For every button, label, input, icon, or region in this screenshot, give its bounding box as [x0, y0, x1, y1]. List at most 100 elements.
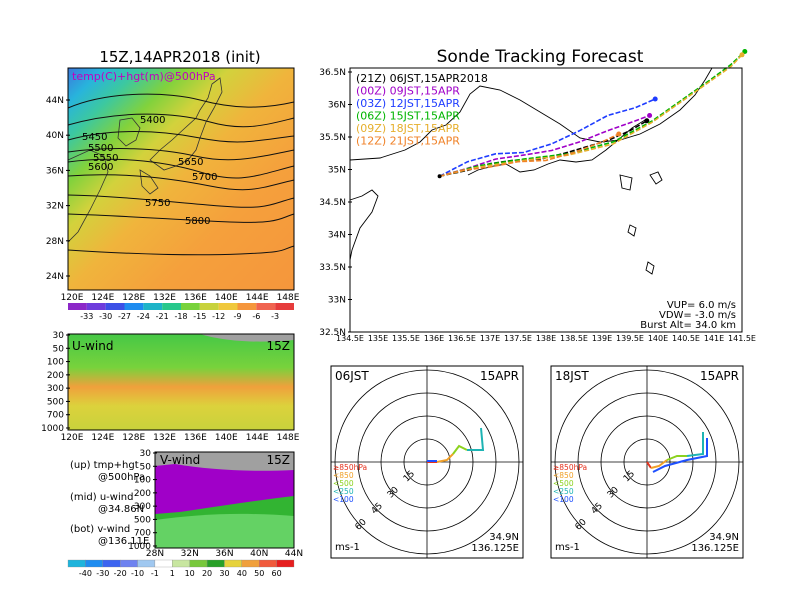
map500-lon-tick-3: 132E — [153, 293, 176, 303]
track-end-2 — [652, 96, 658, 102]
vwind-title: V-wind — [160, 453, 200, 467]
map500-lon-tick-2: 128E — [122, 293, 145, 303]
legend-item-0: (21Z) 06JST,15APR2018 — [356, 72, 488, 85]
track-lon-tick-5: 137E — [480, 334, 500, 343]
uwind-pressure-ticks: 30 50 100 200 300 500 700 1000 — [41, 331, 70, 434]
track-lon-tick-4: 136.5E — [448, 334, 476, 343]
track-lat-tick-1: 36N — [328, 101, 346, 111]
launch-point — [437, 174, 442, 179]
hodo1-level-1: <850 — [333, 471, 354, 480]
map500-lat-tick-2: 36N — [46, 166, 64, 176]
hodo2-trace-4 — [652, 438, 708, 473]
track-lat-tick-6: 33.5N — [319, 263, 346, 273]
track-lon-tick-2: 135.5E — [392, 334, 420, 343]
vwind-time: 15Z — [267, 453, 291, 467]
uwind-lon-tick-3: 132E — [153, 433, 176, 443]
uwind-p-tick-4: 300 — [47, 384, 64, 394]
temp-colorbar-swatch — [237, 303, 257, 310]
temp-colorbar-label-0: -33 — [80, 312, 93, 321]
wind-colorbar-swatch — [85, 559, 103, 568]
uwind-p-tick-0: 30 — [53, 331, 65, 341]
hodo1-trace-2 — [452, 444, 468, 455]
track-lon-tick-11: 140E — [648, 334, 668, 343]
uwind-lon-ticks: 120E 124E 128E 132E 136E 140E 144E 148E — [61, 433, 300, 443]
hodo1-trace-1 — [436, 453, 454, 463]
uwind-gray-top — [200, 334, 294, 342]
hodo2-lon: 136.125E — [691, 543, 739, 554]
vwind-p-tick-6: 700 — [134, 529, 151, 539]
map500-frame — [67, 67, 295, 291]
wind-colorbar-label-8: 30 — [219, 569, 229, 578]
vwind-pressure-ticks: 30 50 100 200 300 500 700 1000 — [128, 449, 157, 552]
temp-colorbar-swatch — [256, 303, 276, 310]
contour-label-5400: 5400 — [140, 115, 165, 126]
wind-colorbar-label-3: -10 — [131, 569, 144, 578]
map500-lon-ticks: 120E 124E 128E 132E 136E 140E 144E 148E — [61, 293, 300, 303]
track-lon-tick-7: 138E — [536, 334, 556, 343]
uwind-p-tick-7: 1000 — [41, 424, 64, 434]
map500-lon-tick-7: 148E — [277, 293, 300, 303]
note-mid-b: @34.86N — [98, 504, 144, 515]
vwind-p-tick-3: 200 — [134, 489, 151, 499]
hodo2-level-3: <250 — [553, 487, 574, 496]
track-end-0 — [644, 118, 650, 124]
map500-contours — [67, 93, 295, 256]
wind-colorbar-label-4: -1 — [151, 569, 159, 578]
temp-colorbar-swatch — [124, 303, 144, 310]
vwind-panel: V-wind 15Z 30 50 100 200 300 500 700 1000 28N 32… — [128, 449, 303, 559]
wind-colorbar-swatch — [276, 559, 295, 568]
main-title: Sonde Tracking Forecast — [437, 47, 644, 67]
track-lat-tick-3: 35N — [328, 166, 346, 176]
note-up-b: @500hPa — [98, 472, 145, 483]
note-bot-b: @136.11E — [98, 536, 149, 547]
track-lon-tick-12: 140.5E — [672, 334, 700, 343]
hodo2-lat: 34.9N — [709, 532, 739, 543]
contour-label-5550: 5550 — [93, 153, 118, 164]
wind-colorbar-label-5: 1 — [170, 569, 175, 578]
map500-lat-tick-5: 24N — [46, 272, 64, 282]
vwind-lat-ticks: 28N 32N 36N 40N 44N — [146, 549, 303, 559]
contour-label-5600: 5600 — [88, 162, 113, 173]
hodo2-time: 18JST — [555, 369, 589, 383]
hodo2-unit: ms-1 — [555, 542, 580, 553]
uwind-lon-tick-7: 148E — [277, 433, 300, 443]
hodo2-trace-2 — [666, 455, 687, 461]
wind-colorbar-swatch — [120, 559, 138, 568]
temp-colorbar-label-7: -12 — [212, 312, 225, 321]
legend-item-4: (09Z) 18JST,15APR — [356, 122, 460, 135]
map500-lat-tick-3: 32N — [46, 202, 64, 212]
hodo2-trace-1 — [650, 459, 668, 469]
hodo1-time: 06JST — [335, 369, 369, 383]
temp-colorbar-swatch — [218, 303, 238, 310]
uwind-p-tick-3: 200 — [47, 371, 64, 381]
hodo1-lon: 136.125E — [471, 543, 519, 554]
uwind-lon-tick-2: 128E — [122, 433, 145, 443]
uwind-time: 15Z — [267, 339, 291, 353]
track-lon-tick-14: 141.5E — [728, 334, 756, 343]
vwind-p-tick-5: 500 — [134, 515, 151, 525]
map500-lon-tick-4: 136E — [184, 293, 207, 303]
wind-colorbar-swatch — [154, 559, 173, 568]
temp-colorbar-label-2: -27 — [118, 312, 131, 321]
vwind-light — [155, 513, 294, 548]
vwind-lat-tick-1: 32N — [181, 549, 199, 559]
temp-colorbar-label-4: -21 — [156, 312, 169, 321]
hodo1-level-2: <500 — [333, 479, 354, 488]
uwind-frame — [67, 333, 295, 431]
wind-colorbar-swatch — [206, 559, 225, 568]
track-lon-tick-8: 138.5E — [560, 334, 588, 343]
track-lon-tick-0: 134.5E — [336, 334, 364, 343]
hodo2-level-1: <850 — [553, 471, 574, 480]
panel-notes: (up) tmp+hgt @500hPa (mid) u-wind @34.86… — [70, 460, 149, 547]
vwind-p-tick-1: 50 — [140, 462, 152, 472]
temp-colorbar-label-3: -24 — [137, 312, 150, 321]
vwind-lat-tick-3: 40N — [250, 549, 268, 559]
map500-lat-tick-1: 40N — [46, 131, 64, 141]
param-vdw: VDW= -3.0 m/s — [659, 310, 736, 321]
map500-lon-tick-6: 144E — [246, 293, 269, 303]
track-lon-tick-9: 139E — [592, 334, 612, 343]
uwind-p-tick-2: 100 — [47, 358, 64, 368]
temp-colorbar-swatch — [181, 303, 200, 310]
track-lon-tick-1: 135E — [368, 334, 388, 343]
hodo1-lat: 34.9N — [489, 532, 519, 543]
